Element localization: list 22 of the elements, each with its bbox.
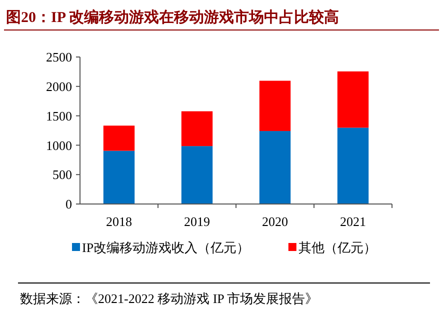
legend-label: 其他（亿元） bbox=[298, 240, 376, 255]
y-tick-label: 1000 bbox=[46, 138, 72, 153]
x-tick-label: 2021 bbox=[340, 214, 366, 229]
bar bbox=[259, 131, 291, 204]
source-note: 数据来源：《2021-2022 移动游戏 IP 市场发展报告》 bbox=[20, 291, 318, 306]
bar bbox=[181, 111, 213, 146]
bar bbox=[103, 126, 135, 151]
x-tick-label: 2020 bbox=[262, 214, 288, 229]
bar bbox=[181, 146, 213, 204]
x-tick-label: 2018 bbox=[106, 214, 132, 229]
y-tick-label: 500 bbox=[52, 167, 72, 182]
y-tick-label: 1500 bbox=[46, 108, 72, 124]
bar bbox=[103, 150, 135, 204]
bar bbox=[259, 80, 291, 132]
x-tick-label: 2019 bbox=[184, 214, 210, 229]
bar bbox=[337, 128, 369, 204]
bar bbox=[337, 71, 369, 128]
y-tick-label: 2500 bbox=[46, 50, 72, 65]
y-tick-label: 2000 bbox=[46, 78, 72, 94]
y-tick-label: 0 bbox=[66, 196, 72, 212]
chart-title: 图20：IP 改编移动游戏在移动游戏市场中占比较高 bbox=[6, 8, 339, 26]
legend-label: IP改编移动游戏收入（亿元） bbox=[82, 240, 250, 255]
